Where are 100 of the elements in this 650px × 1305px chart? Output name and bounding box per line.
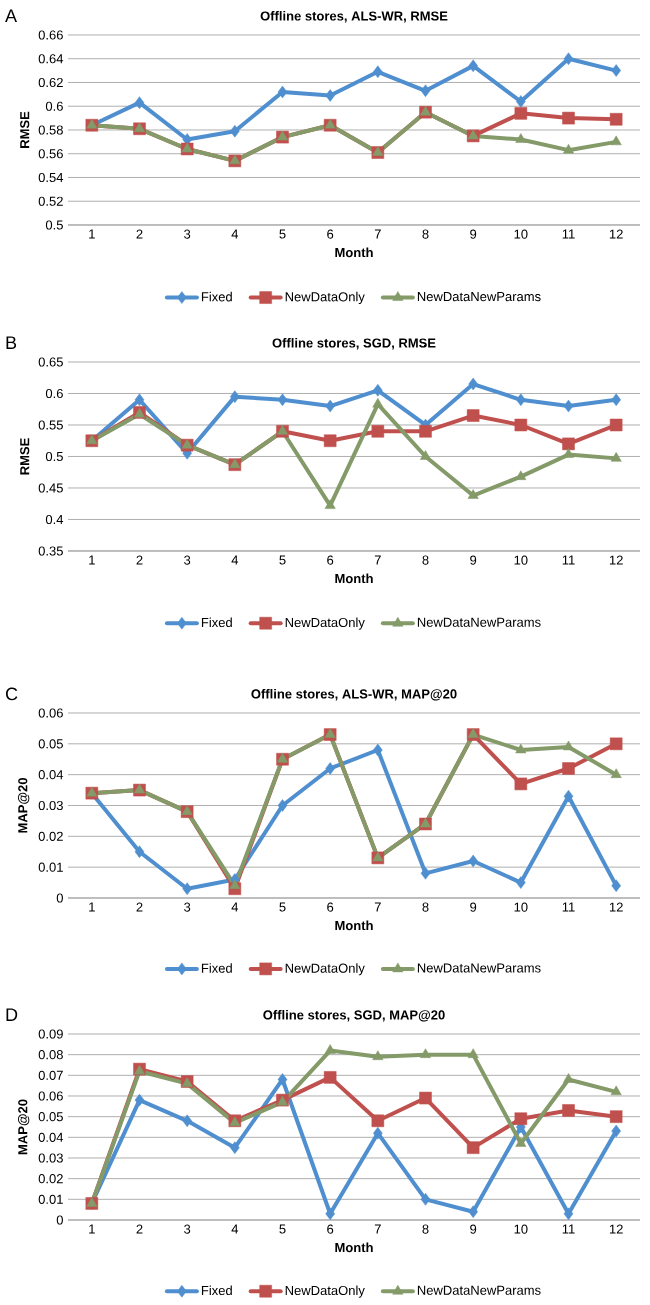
x-tick-label: 5 — [279, 555, 286, 565]
legend-label: NewDataOnly — [285, 617, 365, 630]
x-tick-label: 10 — [514, 229, 528, 239]
x-axis-title: Month — [335, 920, 373, 931]
x-tick-label: 11 — [562, 1224, 575, 1234]
chart-title: Offline stores, ALS-WR, RMSE — [260, 11, 448, 23]
x-tick-label: 4 — [231, 902, 239, 912]
x-tick-label: 10 — [514, 1224, 528, 1234]
y-tick-label: 0.52 — [38, 196, 63, 206]
y-tick-label: 0.56 — [38, 149, 63, 159]
legend-label: NewDataNewParams — [417, 292, 541, 302]
x-tick-label: 3 — [184, 902, 191, 912]
y-tick-label: 0.35 — [38, 546, 63, 556]
y-tick-label: 0.66 — [38, 30, 63, 40]
legend-label: Fixed — [201, 1285, 232, 1296]
x-axis-title: Month — [335, 1242, 373, 1253]
x-tick-label: 2 — [136, 555, 143, 565]
y-tick-label: 0.62 — [38, 77, 63, 88]
y-tick-label: 0.06 — [38, 1091, 63, 1101]
x-tick-label: 6 — [327, 1224, 334, 1234]
y-tick-label: 0.5 — [45, 220, 63, 230]
x-tick-label: 2 — [136, 229, 143, 239]
y-tick-label: 0.04 — [38, 1132, 64, 1142]
x-tick-label: 1 — [89, 902, 95, 912]
legend-label: Fixed — [201, 963, 232, 973]
y-axis-title: RMSE — [20, 438, 30, 475]
x-tick-label: 4 — [231, 229, 239, 239]
y-tick-label: 0.4 — [45, 514, 64, 525]
x-axis-title: Month — [335, 247, 373, 258]
y-axis-title: RMSE — [20, 111, 30, 148]
x-tick-label: 11 — [562, 902, 575, 912]
text: D — [6, 1008, 18, 1021]
x-tick-label: 7 — [374, 229, 381, 239]
x-tick-label: 7 — [374, 902, 381, 912]
y-tick-label: 0.6 — [45, 388, 63, 399]
legend-label: Fixed — [201, 617, 232, 628]
x-tick-label: 1 — [89, 1224, 95, 1234]
chart-title: Offline stores, ALS-WR, MAP@20 — [251, 689, 457, 701]
x-tick-label: 12 — [609, 902, 623, 912]
y-axis-title: MAP@20 — [18, 778, 30, 833]
x-tick-label: 5 — [279, 1224, 286, 1234]
x-tick-label: 5 — [279, 229, 286, 239]
x-tick-label: 6 — [327, 555, 334, 565]
x-tick-label: 9 — [470, 555, 477, 565]
y-tick-label: 0 — [56, 893, 63, 903]
x-tick-label: 8 — [422, 555, 429, 565]
x-tick-label: 9 — [470, 229, 477, 239]
x-tick-label: 11 — [562, 555, 575, 565]
y-tick-label: 0.01 — [38, 1194, 63, 1204]
y-tick-label: 0.05 — [38, 1112, 63, 1122]
x-tick-label: 6 — [327, 902, 334, 912]
text: B — [6, 336, 17, 349]
x-tick-label: 8 — [422, 1224, 429, 1234]
x-tick-label: 12 — [609, 1224, 623, 1234]
y-tick-label: 0.65 — [38, 357, 63, 367]
x-tick-label: 12 — [609, 229, 623, 239]
x-tick-label: 4 — [231, 1224, 239, 1234]
y-tick-label: 0.55 — [38, 420, 63, 430]
y-tick-label: 0.02 — [38, 831, 63, 841]
x-tick-label: 9 — [470, 902, 477, 912]
chart-title: Offline stores, SGD, RMSE — [272, 338, 436, 350]
x-tick-label: 9 — [470, 1224, 477, 1234]
x-tick-label: 11 — [562, 229, 575, 239]
x-tick-label: 7 — [374, 555, 381, 565]
y-tick-label: 0.03 — [38, 800, 63, 811]
x-tick-label: 4 — [231, 555, 239, 565]
y-tick-label: 0.01 — [38, 862, 63, 872]
y-tick-label: 0.08 — [38, 1050, 63, 1060]
y-tick-label: 0.5 — [45, 451, 63, 462]
y-tick-label: 0.45 — [38, 483, 63, 493]
x-tick-label: 6 — [327, 229, 334, 239]
x-tick-label: 7 — [374, 1224, 381, 1234]
y-tick-label: 0.09 — [38, 1029, 63, 1039]
x-tick-label: 12 — [609, 555, 623, 565]
legend-label: NewDataNewParams — [417, 963, 541, 973]
text: C — [5, 687, 18, 701]
y-tick-label: 0.64 — [38, 54, 64, 64]
x-tick-label: 3 — [184, 1224, 191, 1234]
x-tick-label: 5 — [279, 902, 286, 912]
y-axis-title: MAP@20 — [18, 1099, 30, 1155]
x-tick-label: 2 — [136, 1224, 143, 1234]
text: A — [5, 9, 18, 22]
legend-label: NewDataNewParams — [417, 1285, 541, 1295]
y-tick-label: 0.07 — [38, 1070, 63, 1080]
legend-label: NewDataOnly — [285, 1285, 365, 1298]
x-tick-label: 10 — [514, 902, 528, 912]
legend-label: NewDataNewParams — [417, 617, 541, 627]
x-tick-label: 1 — [89, 555, 95, 565]
y-tick-label: 0.05 — [38, 739, 63, 749]
y-tick-label: 0.06 — [38, 708, 63, 718]
y-tick-label: 0 — [56, 1215, 63, 1225]
y-tick-label: 0.58 — [38, 125, 63, 135]
chart-title: Offline stores, SGD, MAP@20 — [263, 1010, 445, 1022]
legend-label: Fixed — [201, 291, 232, 302]
x-tick-label: 8 — [422, 902, 429, 912]
y-tick-label: 0.04 — [38, 770, 64, 780]
x-tick-label: 8 — [422, 229, 429, 239]
x-tick-label: 3 — [184, 229, 191, 239]
y-tick-label: 0.54 — [38, 172, 64, 183]
y-tick-label: 0.6 — [45, 101, 63, 111]
